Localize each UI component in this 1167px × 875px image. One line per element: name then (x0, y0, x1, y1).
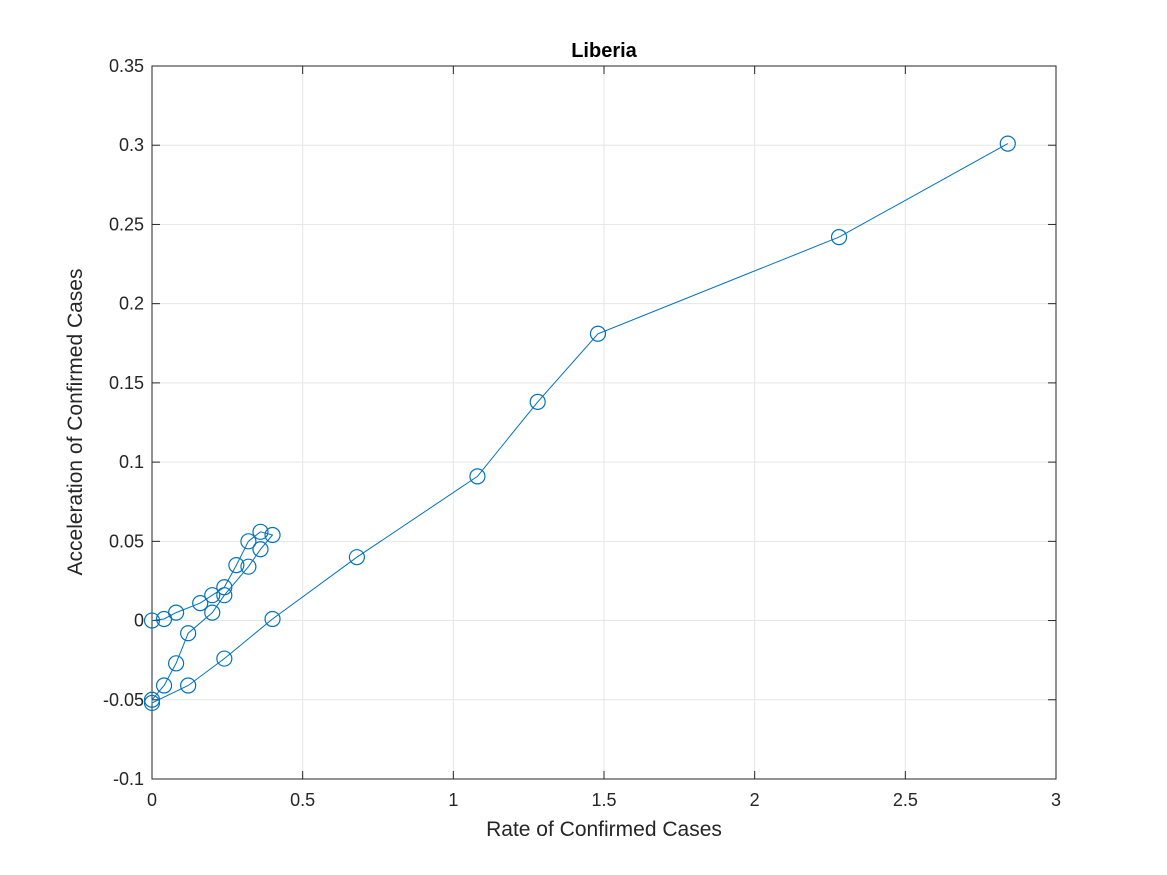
y-tick-label: -0.05 (103, 690, 144, 710)
x-tick-label: 2 (750, 790, 760, 810)
y-axis-label: Acceleration of Confirmed Cases (64, 269, 87, 576)
data-point (589, 325, 607, 342)
x-axis-ticks: 0 0.5 1 1.5 2 2.5 3 (147, 66, 1061, 810)
y-axis-ticks: -0.1 -0.05 0 0.05 0.1 0.15 0.2 0.25 0.3 0.35 (103, 56, 1056, 789)
data-point (264, 526, 281, 544)
data-point (228, 556, 245, 574)
x-tick-label: 0.5 (290, 790, 315, 810)
data-point (155, 677, 173, 694)
x-tick-label: 1 (448, 790, 458, 810)
y-tick-label: -0.1 (113, 769, 144, 789)
y-tick-label: 0.25 (109, 214, 144, 234)
data-point (216, 650, 233, 667)
data-point (204, 604, 221, 621)
data-point (204, 587, 221, 604)
y-tick-label: 0.2 (119, 294, 144, 314)
data-point (168, 604, 185, 621)
data-point (469, 468, 486, 485)
data-point (216, 579, 233, 596)
y-tick-label: 0.3 (119, 135, 144, 155)
chart-title: Liberia (571, 40, 637, 62)
x-tick-label: 2.5 (893, 790, 918, 810)
grid (151, 65, 1057, 780)
y-tick-label: 0.05 (109, 531, 144, 551)
data-point (143, 612, 161, 629)
data-point (180, 677, 197, 694)
data-point (999, 135, 1016, 152)
y-tick-label: 0.15 (109, 373, 144, 393)
y-tick-label: 0.1 (119, 452, 144, 472)
data-point (180, 625, 197, 642)
data-point (252, 523, 269, 540)
x-tick-label: 1.5 (591, 790, 616, 810)
x-axis-label: Rate of Confirmed Cases (486, 818, 722, 841)
x-tick-label: 0 (147, 790, 157, 810)
data-point (192, 595, 209, 612)
data-point (143, 694, 161, 712)
data-point (529, 393, 546, 411)
data-point (348, 549, 366, 566)
data-point (830, 229, 848, 246)
data-point (143, 691, 161, 708)
data-point (264, 610, 281, 628)
series-group (143, 135, 1016, 712)
data-point (240, 558, 257, 575)
data-point (216, 587, 233, 604)
y-tick-label: 0.35 (109, 56, 144, 76)
x-tick-label: 3 (1051, 790, 1061, 810)
y-tick-label: 0 (134, 611, 144, 631)
data-point (252, 541, 269, 558)
data-point (240, 533, 257, 550)
data-point (168, 655, 185, 672)
series (143, 135, 1016, 712)
